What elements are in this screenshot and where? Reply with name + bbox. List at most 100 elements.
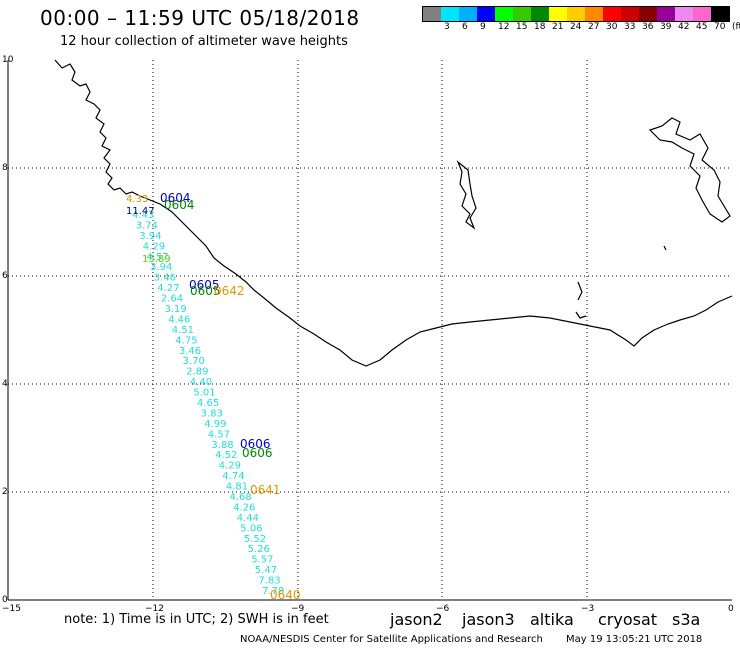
wave-height-value: 3.70	[183, 356, 205, 367]
legend-label: 21	[552, 22, 564, 32]
legend-swatch	[459, 7, 477, 21]
satellite-s3a: s3a	[672, 610, 701, 629]
altimeter-track-values: 4.433.743.944.294.573.943.464.272.643.19…	[132, 210, 284, 597]
wave-height-value: 3.74	[136, 220, 158, 231]
legend-label: 24	[570, 22, 582, 32]
legend-label: (ft)	[732, 22, 740, 32]
note-text: note: 1) Time is in UTC; 2) SWH is in fe…	[64, 612, 329, 627]
wave-height-value: 5.52	[244, 534, 266, 545]
page-title: 00:00 – 11:59 UTC 05/18/2018	[40, 6, 360, 30]
wave-height-value: 4.57	[208, 429, 230, 440]
legend-swatch	[567, 7, 585, 21]
wave-height-value: 4.81	[226, 482, 248, 493]
legend-label: 30	[606, 22, 618, 32]
legend-label: 70	[714, 22, 726, 32]
legend-swatch	[441, 7, 459, 21]
x-tick-label: −15	[2, 604, 21, 614]
track-time-label: 0640	[270, 588, 301, 602]
legend-label: 12	[498, 22, 510, 32]
track-time-label: 0604	[160, 191, 191, 205]
wave-height-value: 3.88	[211, 440, 233, 451]
legend-swatch	[423, 7, 441, 21]
coastline	[54, 59, 733, 367]
x-tick-label: −12	[145, 604, 164, 614]
legend-swatch	[621, 7, 639, 21]
wave-height-value: 5.57	[251, 555, 273, 566]
legend-swatch	[711, 7, 729, 21]
page-subtitle: 12 hour collection of altimeter wave hei…	[60, 34, 348, 49]
axis-tick-labels: 10 8 6 4 2 0 −15 −12 −9 −6 −3 0	[2, 55, 734, 614]
wave-height-value: 5.47	[255, 565, 277, 576]
legend-swatch	[495, 7, 513, 21]
legend-label: 45	[696, 22, 708, 32]
wave-height-value: 4.68	[230, 492, 252, 503]
legend-swatch	[693, 7, 711, 21]
wave-height-value: 4.75	[175, 335, 197, 346]
footer-credit: NOAA/NESDIS Center for Satellite Applica…	[240, 634, 543, 645]
x-tick-label: −6	[436, 604, 450, 614]
wave-height-value: 4.29	[143, 241, 165, 252]
wave-height-value: 4.51	[172, 325, 194, 336]
legend-swatch	[477, 7, 495, 21]
track-time-label: 0642	[214, 284, 245, 298]
wave-height-value: 4.52	[215, 450, 237, 461]
wave-height-value: 4.29	[219, 461, 241, 472]
map-frame	[7, 60, 732, 601]
y-tick-label: 4	[2, 379, 8, 389]
track-time-label: 0606	[242, 446, 273, 460]
track-time-label: 0605	[189, 278, 220, 292]
legend-label: 39	[660, 22, 672, 32]
wave-height-value: 4.44	[237, 513, 259, 524]
wave-height-value: 4.26	[233, 502, 255, 513]
legend-label: 18	[534, 22, 546, 32]
x-tick-label: −9	[291, 604, 305, 614]
wave-height-value: 3.94	[139, 231, 161, 242]
wave-height-value: 5.06	[240, 523, 262, 534]
legend-label: 36	[642, 22, 654, 32]
legend-swatch	[675, 7, 693, 21]
wave-height-value: 4.74	[222, 471, 244, 482]
track-time-labels: 0604 0604 11.47 4.33 15.89 0605 0605 064…	[126, 191, 301, 602]
legend-label: 42	[678, 22, 690, 32]
grid-lines	[8, 60, 732, 600]
track-value-label: 4.33	[126, 194, 148, 205]
wave-height-value: 4.46	[168, 314, 190, 325]
wave-height-value: 7.83	[258, 576, 280, 587]
footer-timestamp: May 19 13:05:21 UTC 2018	[566, 634, 703, 645]
satellite-cryosat: cryosat	[598, 610, 658, 629]
track-time-label: 0604	[164, 198, 195, 212]
wave-height-value: 5.01	[193, 388, 215, 399]
legend-swatch	[513, 7, 531, 21]
wave-height-value: 3.83	[201, 408, 223, 419]
wave-height-value: 4.65	[197, 398, 219, 409]
wave-height-value: 4.99	[204, 419, 226, 430]
color-legend	[422, 6, 730, 22]
legend-swatch	[639, 7, 657, 21]
wave-height-value: 4.27	[157, 283, 179, 294]
x-tick-label: −3	[581, 604, 594, 614]
x-tick-label: 0	[728, 604, 734, 614]
legend-swatch	[549, 7, 567, 21]
wave-height-value: 3.46	[154, 273, 176, 284]
legend-label: 15	[516, 22, 528, 32]
y-tick-label: 0	[2, 595, 8, 605]
satellite-altika: altika	[530, 610, 574, 629]
wave-height-value: 3.19	[165, 304, 187, 315]
wave-height-value: 7.78	[262, 586, 284, 597]
wave-height-value: 4.43	[132, 210, 154, 221]
legend-label: 27	[588, 22, 600, 32]
wave-height-value: 2.89	[186, 367, 208, 378]
y-tick-label: 2	[2, 487, 8, 497]
track-time-label: 0641	[250, 483, 281, 497]
legend-label: 9	[480, 22, 486, 32]
legend-label: 6	[462, 22, 468, 32]
wave-height-value: 3.94	[150, 262, 172, 273]
wave-height-value: 2.64	[161, 294, 183, 305]
track-value-label: 11.47	[126, 206, 155, 217]
legend-label: 3	[444, 22, 450, 32]
legend-label: 33	[624, 22, 636, 32]
wave-height-value: 5.26	[248, 544, 270, 555]
legend-swatch	[531, 7, 549, 21]
